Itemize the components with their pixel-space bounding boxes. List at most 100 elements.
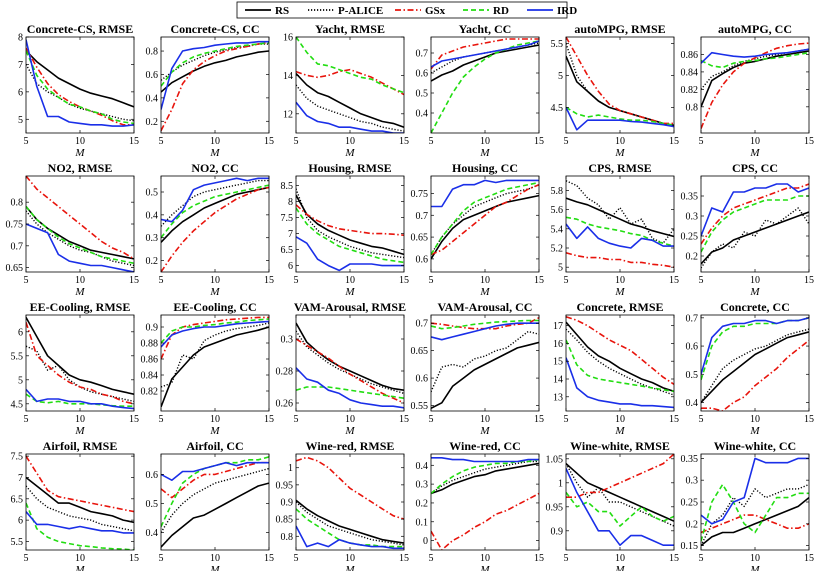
y-tick-label: 8 bbox=[18, 33, 23, 44]
y-tick-label: 0.3 bbox=[281, 335, 294, 346]
x-tick-label: 10 bbox=[210, 136, 220, 147]
y-tick-label: 0.8 bbox=[146, 47, 159, 58]
series-group bbox=[296, 188, 404, 272]
x-tick-label: 15 bbox=[669, 136, 679, 147]
series-line-rs bbox=[566, 463, 674, 522]
y-tick-label: 7 bbox=[288, 229, 293, 240]
subplot-title: NO2, CC bbox=[191, 161, 238, 175]
x-axis-label: M bbox=[614, 147, 625, 159]
y-tick-label: 5.5 bbox=[11, 537, 24, 548]
series-line-rs bbox=[566, 197, 674, 238]
series-group bbox=[431, 456, 539, 550]
legend-label-rs: RS bbox=[275, 5, 289, 17]
axes-box bbox=[430, 36, 540, 134]
series-line-ird bbox=[296, 525, 404, 550]
y-tick-label: 1.05 bbox=[546, 454, 564, 465]
series-line-gsx bbox=[296, 338, 404, 404]
x-axis-label: M bbox=[209, 564, 220, 571]
x-tick-label: 15 bbox=[264, 553, 274, 564]
series-line-ird bbox=[296, 367, 404, 409]
series-line-rs bbox=[431, 194, 539, 260]
axes-box bbox=[700, 453, 810, 551]
y-tick-label: 5.4 bbox=[551, 224, 564, 235]
series-line-rd bbox=[296, 386, 404, 399]
subplot-concrete-cs-rmse: Concrete-CS, RMSE 5 6 7 8 5 10 15 M bbox=[18, 22, 139, 159]
x-tick-label: 5 bbox=[294, 414, 299, 425]
series-line-ird bbox=[431, 179, 539, 208]
series-group bbox=[296, 37, 404, 133]
series-line-rs bbox=[26, 205, 134, 260]
x-tick-label: 15 bbox=[399, 553, 409, 564]
x-tick-label: 15 bbox=[804, 553, 814, 564]
y-tick-label: 0.3 bbox=[146, 233, 159, 244]
series-line-gsx bbox=[566, 316, 674, 385]
series-line-ird bbox=[701, 457, 809, 525]
x-tick-label: 15 bbox=[669, 553, 679, 564]
y-tick-label: 0.2 bbox=[146, 256, 159, 267]
series-line-ird bbox=[296, 236, 404, 272]
x-tick-label: 10 bbox=[750, 136, 760, 147]
subplot-cps-rmse: CPS, RMSE 5 5.2 5.4 5.6 5.8 5 10 15 M bbox=[551, 161, 680, 298]
x-tick-label: 15 bbox=[399, 275, 409, 286]
series-line-ird bbox=[701, 317, 809, 375]
x-tick-label: 5 bbox=[159, 553, 164, 564]
series-line-rd bbox=[161, 456, 269, 528]
y-tick-label: 5.2 bbox=[551, 244, 564, 255]
series-line-p-alice bbox=[26, 64, 134, 122]
subplot-airfoil-cc: Airfoil, CC 0.4 0.5 0.6 5 10 15 M bbox=[146, 439, 275, 576]
subplot-title: CPS, CC bbox=[732, 161, 778, 175]
series-group bbox=[161, 316, 269, 408]
y-tick-label: 0.4 bbox=[686, 398, 699, 409]
y-tick-label: 0.86 bbox=[141, 355, 159, 366]
y-tick-label: 5.5 bbox=[11, 351, 24, 362]
series-group bbox=[26, 39, 134, 127]
y-tick-label: 0.75 bbox=[6, 220, 24, 231]
y-tick-label: 0.35 bbox=[681, 454, 699, 465]
y-tick-label: 5.6 bbox=[551, 205, 564, 216]
series-line-gsx bbox=[431, 38, 539, 70]
series-line-p-alice bbox=[296, 84, 404, 132]
x-axis-label: M bbox=[344, 425, 355, 437]
series-line-rs bbox=[296, 499, 404, 544]
x-axis-label: M bbox=[344, 286, 355, 298]
x-tick-label: 10 bbox=[345, 136, 355, 147]
y-tick-label: 5 bbox=[18, 375, 23, 386]
x-tick-label: 10 bbox=[75, 275, 85, 286]
series-line-rd bbox=[161, 42, 269, 87]
x-tick-label: 5 bbox=[564, 275, 569, 286]
subplot-title: Wine-white, RMSE bbox=[570, 439, 670, 453]
y-tick-label: 0 bbox=[423, 536, 428, 547]
series-line-ird bbox=[161, 40, 269, 110]
y-tick-label: 0.2 bbox=[686, 252, 699, 263]
subplot-title: Concrete-CS, RMSE bbox=[27, 22, 133, 36]
y-tick-label: 0.9 bbox=[281, 498, 294, 509]
x-tick-label: 15 bbox=[534, 136, 544, 147]
x-tick-label: 15 bbox=[534, 275, 544, 286]
x-tick-label: 15 bbox=[804, 414, 814, 425]
y-tick-label: 0.6 bbox=[416, 69, 429, 80]
subplot-title: Housing, CC bbox=[452, 161, 518, 175]
y-tick-label: 0.4 bbox=[146, 93, 159, 104]
series-line-rd bbox=[26, 205, 134, 265]
y-tick-label: 1 bbox=[288, 463, 293, 474]
subplot-concrete-cs-cc: Concrete-CS, CC 0.2 0.4 0.6 0.8 5 10 15 M bbox=[146, 22, 275, 159]
y-tick-label: 0.7 bbox=[416, 49, 429, 60]
y-tick-label: 5 bbox=[18, 115, 23, 126]
y-tick-label: 0.75 bbox=[411, 189, 429, 200]
series-line-gsx bbox=[26, 176, 134, 260]
x-tick-label: 5 bbox=[429, 553, 434, 564]
y-tick-label: 0.85 bbox=[276, 515, 294, 526]
series-line-rd bbox=[431, 40, 539, 133]
series-line-gsx bbox=[296, 204, 404, 236]
x-tick-label: 10 bbox=[345, 414, 355, 425]
x-tick-label: 10 bbox=[75, 136, 85, 147]
subplot-yacht-rmse: Yacht, RMSE 12 14 16 5 10 15 M bbox=[283, 22, 409, 159]
series-line-p-alice bbox=[431, 184, 539, 255]
series-line-p-alice bbox=[701, 328, 809, 403]
y-tick-label: 0.25 bbox=[681, 232, 699, 243]
series-line-p-alice bbox=[26, 345, 134, 403]
series-line-gsx bbox=[566, 454, 674, 499]
series-group bbox=[566, 180, 674, 268]
axes-box bbox=[295, 453, 405, 551]
